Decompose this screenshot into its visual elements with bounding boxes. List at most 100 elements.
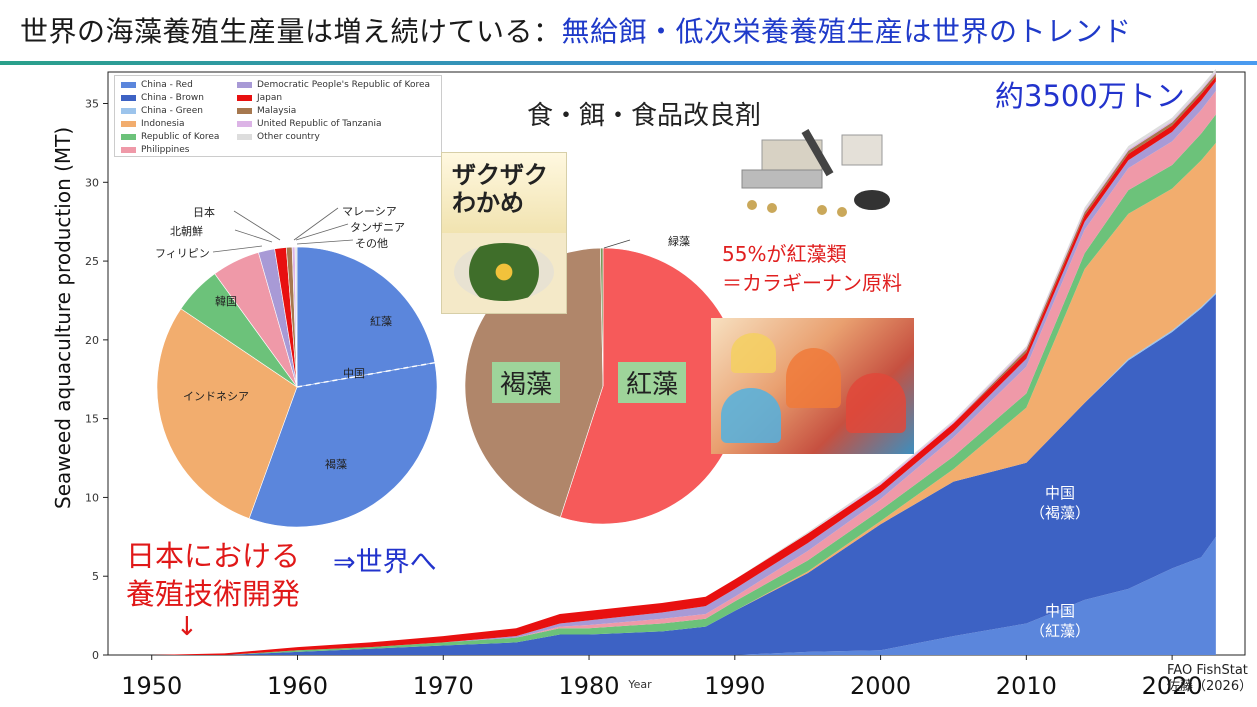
pie2-label-brown-algae: 褐藻 (492, 362, 561, 403)
blue-jelly (721, 388, 781, 443)
legend-swatch (121, 121, 136, 127)
x-tick-label-0: 1950 (121, 672, 182, 700)
legend-swatch (237, 82, 252, 88)
pie2-label-green-algae: 緑藻 (668, 235, 690, 248)
pie-label-north-korea: 北朝鮮 (170, 225, 203, 238)
x-tick-label-2: 1970 (413, 672, 474, 700)
kitchen-tools-image (741, 128, 890, 217)
legend-swatch (237, 95, 252, 101)
orange-jelly (786, 348, 841, 408)
y-tick-label-7: 35 (85, 98, 99, 111)
legend-label: United Republic of Tanzania (257, 119, 382, 129)
source-note: FAO FishStat 佐藤（2026） (1167, 663, 1252, 695)
china-brown-label: 中国 （褐藻） (1030, 483, 1090, 523)
pie-label-korea: 韓国 (215, 295, 237, 308)
legend-item: China - Green (121, 106, 203, 116)
x-tick-label-6: 2010 (996, 672, 1057, 700)
area-series-1 (151, 294, 1216, 655)
x-tick-label-7: 2020 (1142, 672, 1203, 700)
pie-label-malaysia: マレーシア (342, 205, 397, 218)
wakame-package-image: ザクザクわかめ (441, 152, 567, 314)
to-world-annotation: ⇒世界へ (333, 547, 437, 578)
legend-label: China - Green (141, 106, 203, 116)
legend-label: Malaysia (257, 106, 297, 116)
legend-item: United Republic of Tanzania (237, 119, 381, 129)
china-red-label-2: （紅藻） (1030, 622, 1091, 640)
package-text: ザクザクわかめ (452, 161, 548, 217)
legend-swatch (121, 134, 136, 140)
yellow-jelly (731, 333, 776, 373)
x-tick-label-5: 2000 (850, 672, 911, 700)
japan-line-2: 養殖技術開発 (126, 577, 301, 611)
japan-line-1: 日本における (126, 539, 301, 573)
pie-label-philippines: フィリピン (155, 247, 210, 260)
area-series-group (151, 68, 1216, 656)
package-top (442, 153, 566, 233)
x-axis-label: Year (627, 678, 652, 691)
legend-label: Indonesia (141, 119, 185, 129)
pie-label-japan: 日本 (193, 206, 215, 219)
y-tick-label-1: 5 (92, 570, 99, 583)
legend-label: Philippines (141, 145, 190, 155)
pie-slice-0 (296, 246, 436, 388)
seaweed-bowl-image (454, 243, 554, 301)
pie-leader-line-2 (233, 210, 281, 241)
page-title: 世界の海藻養殖生産量は増え続けている：無給餌・低次栄養養殖生産は世界のトレンド (20, 10, 1132, 50)
down-arrow: ↓ (176, 612, 198, 642)
title-rule (0, 61, 1257, 65)
pie-label-red-algae: 紅藻 (370, 315, 392, 328)
x-tick-label-4: 1990 (704, 672, 765, 700)
carrageenan-line-1: 55%が紅藻類 (722, 242, 847, 266)
japan-annotation: 日本における 養殖技術開発 (126, 537, 300, 613)
legend-label: Other country (257, 132, 320, 142)
title-sub: 無給餌・低次栄養養殖生産は世界のトレンド (561, 15, 1132, 48)
legend-swatch (237, 121, 252, 127)
x-tick-label-1: 1960 (267, 672, 328, 700)
legend-item: Democratic People's Republic of Korea (237, 80, 430, 90)
legend-swatch (237, 134, 252, 140)
title-main: 世界の海藻養殖生産量は増え続けている： (20, 15, 562, 48)
china-brown-label-1: 中国 (1045, 484, 1076, 502)
food-uses-annotation: 食・餌・食品改良剤 (527, 101, 762, 131)
pie-label-brown-algae: 褐藻 (325, 458, 347, 471)
total-annotation: 約3500万トン (995, 79, 1185, 113)
pie-label-tanzania: タンザニア (350, 221, 405, 234)
legend-swatch (121, 147, 136, 153)
red-jelly (846, 373, 906, 433)
y-axis-label: Seaweed aquaculture production (MT) (51, 126, 75, 509)
pie-label-indonesia: インドネシア (183, 390, 249, 403)
pie2-leader-line (603, 239, 631, 249)
pie-slice-3 (156, 308, 298, 519)
y-tick-label-5: 25 (85, 255, 99, 268)
pie-leader-line-3 (293, 207, 339, 241)
legend-label: China - Brown (141, 93, 204, 103)
legend-label: Democratic People's Republic of Korea (257, 80, 431, 90)
pie-leader-line-0 (212, 245, 263, 253)
source-line-2: 佐藤（2026） (1167, 679, 1253, 694)
legend-swatch (121, 108, 136, 114)
china-red-label-1: 中国 (1045, 602, 1076, 620)
legend-label: Republic of Korea (141, 132, 220, 142)
legend-item: China - Brown (121, 93, 204, 103)
legend-label: Japan (257, 93, 283, 103)
legend-item: Other country (237, 132, 320, 142)
legend-item: Malaysia (237, 106, 296, 116)
y-tick-label-6: 30 (85, 176, 99, 189)
legend-item: Republic of Korea (121, 132, 219, 142)
legend-swatch (121, 95, 136, 101)
legend-item: Philippines (121, 145, 190, 155)
jelly-desserts-image (711, 318, 914, 454)
china-red-label: 中国 （紅藻） (1030, 601, 1090, 641)
pie-slice-10 (294, 246, 298, 388)
pie-leader-line-1 (234, 229, 273, 243)
pie-leader-line-5 (296, 239, 354, 245)
china-brown-label-2: （褐藻） (1030, 504, 1091, 522)
y-tick-label-4: 20 (85, 334, 99, 347)
legend-item: Japan (237, 93, 282, 103)
x-tick-label-3: 1980 (558, 672, 619, 700)
y-tick-label-3: 15 (85, 413, 99, 426)
pie2-label-red-algae: 紅藻 (618, 362, 687, 403)
legend-swatch (237, 108, 252, 114)
axes-group: 1950 1960 1970 1980 1990 2000 2010 2020 0 5 10 15 20… (85, 98, 1203, 700)
pie-leader-line-4 (295, 223, 349, 241)
